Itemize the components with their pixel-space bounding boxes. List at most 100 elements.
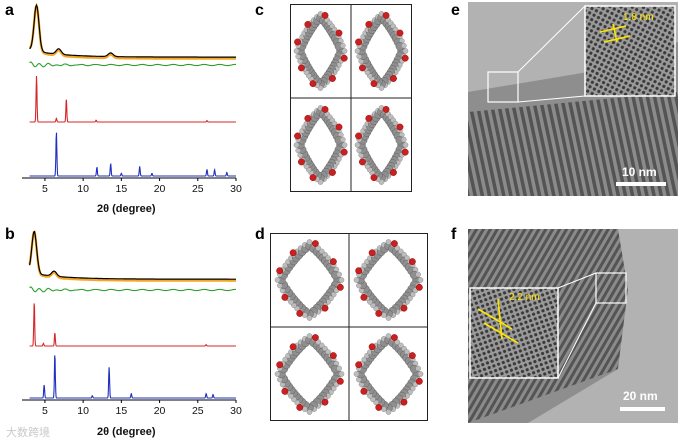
carbon-atom: [394, 339, 400, 345]
carbon-atom: [417, 371, 424, 377]
watermark-text: 大数跨境: [6, 427, 50, 439]
oxygen-atom: [390, 334, 398, 341]
oxygen-atom: [360, 293, 368, 301]
carbon-atom: [338, 371, 345, 377]
xrd-chart-a: 5 10 15 20 25 30: [22, 2, 242, 195]
pore-ring: [354, 11, 409, 91]
crystal-structure-c: [290, 4, 412, 192]
x-tick-label: 10: [77, 183, 89, 195]
carbon-atom: [306, 409, 313, 415]
oxygen-atom: [294, 132, 301, 140]
carbon-atom: [385, 333, 392, 339]
oxygen-atom: [355, 361, 363, 369]
xrd-chart-b: 5 10 15 20 25 30: [22, 230, 242, 417]
calculated-pattern-1-line: [29, 303, 236, 347]
calculated-pattern-2-line: [29, 355, 236, 399]
oxygen-atom: [281, 293, 289, 301]
carbon-atom: [274, 371, 281, 377]
pore-ring: [293, 11, 348, 91]
oxygen-atom: [311, 334, 319, 341]
oxygen-atom: [375, 310, 383, 317]
oxygen-atom: [368, 249, 376, 257]
lattice-spacing-marker: [497, 298, 503, 340]
experimental-line: [29, 3, 236, 58]
scale-bar: [616, 182, 666, 186]
oxygen-atom: [355, 267, 363, 275]
oxygen-atom: [321, 304, 329, 312]
carbon-atom: [402, 48, 409, 54]
carbon-atom: [340, 136, 346, 143]
x-axis-label-b: 2θ (degree): [97, 426, 156, 438]
oxygen-atom: [400, 304, 408, 312]
oxygen-atom: [401, 148, 409, 156]
pore-ring: [274, 333, 345, 415]
oxygen-atom: [396, 29, 404, 37]
x-tick-label: 20: [154, 183, 166, 195]
oxygen-atom: [335, 123, 343, 131]
carbon-atom: [385, 409, 392, 415]
oxygen-atom: [294, 38, 301, 46]
carbon-atom: [354, 142, 361, 148]
panel-letter-b: b: [5, 226, 15, 243]
oxygen-atom: [276, 361, 284, 369]
carbon-atom: [354, 48, 361, 54]
oxygen-atom: [336, 283, 344, 291]
oxygen-atom: [390, 75, 397, 82]
zoom-inset: [469, 287, 559, 379]
simulated-fit-line: [28, 2, 236, 60]
oxygen-atom: [355, 38, 362, 46]
carbon-atom: [353, 371, 360, 377]
oxygen-atom: [368, 343, 376, 351]
pore-ring: [274, 239, 345, 321]
oxygen-atom: [311, 240, 319, 247]
zoom-connector-line: [557, 302, 597, 379]
oxygen-atom: [329, 169, 336, 176]
carbon-atom: [415, 271, 421, 278]
x-tick-label: 30: [230, 405, 242, 417]
carbon-atom: [394, 245, 400, 251]
oxygen-atom: [359, 64, 366, 72]
oxygen-atom: [340, 148, 348, 156]
carbon-atom: [385, 315, 392, 321]
calculated-pattern-2-line: [29, 132, 236, 177]
oxygen-atom: [309, 174, 317, 182]
carbon-atom: [306, 333, 313, 339]
x-tick-label: 5: [42, 183, 48, 195]
oxygen-atom: [329, 352, 337, 359]
oxygen-atom: [382, 12, 390, 19]
oxygen-atom: [309, 80, 317, 88]
oxygen-atom: [304, 114, 312, 122]
x-tick-label: 15: [116, 183, 128, 195]
oxygen-atom: [375, 404, 383, 411]
difference-line: [29, 61, 236, 68]
oxygen-atom: [321, 12, 329, 19]
oxygen-atom: [390, 169, 397, 176]
oxygen-atom: [336, 377, 344, 385]
carbon-atom: [415, 365, 421, 372]
selection-box: [487, 71, 519, 103]
x-tick-label: 30: [230, 183, 242, 195]
oxygen-atom: [304, 20, 312, 28]
carbon-atom: [401, 42, 407, 49]
oxygen-atom: [329, 75, 336, 82]
oxygen-atom: [298, 64, 305, 72]
carbon-atom: [315, 339, 321, 345]
oxygen-atom: [359, 158, 366, 166]
oxygen-atom: [365, 114, 373, 122]
x-tick-label: 20: [154, 405, 166, 417]
lattice-spacing-marker: [599, 25, 627, 33]
panel-letter-e: e: [451, 2, 460, 19]
x-tick-label: 10: [77, 405, 89, 417]
pore-ring: [353, 333, 424, 415]
oxygen-atom: [329, 258, 337, 265]
oxygen-atom: [370, 174, 378, 182]
oxygen-atom: [415, 377, 423, 385]
zoom-inset: [584, 5, 676, 97]
tem-image-f: [468, 229, 678, 423]
oxygen-atom: [408, 352, 416, 359]
pore-ring: [354, 105, 409, 185]
oxygen-atom: [321, 398, 329, 406]
oxygen-atom: [365, 20, 373, 28]
lattice-spacing-label-e: 1.8 nm: [623, 12, 654, 23]
carbon-atom: [353, 277, 360, 283]
